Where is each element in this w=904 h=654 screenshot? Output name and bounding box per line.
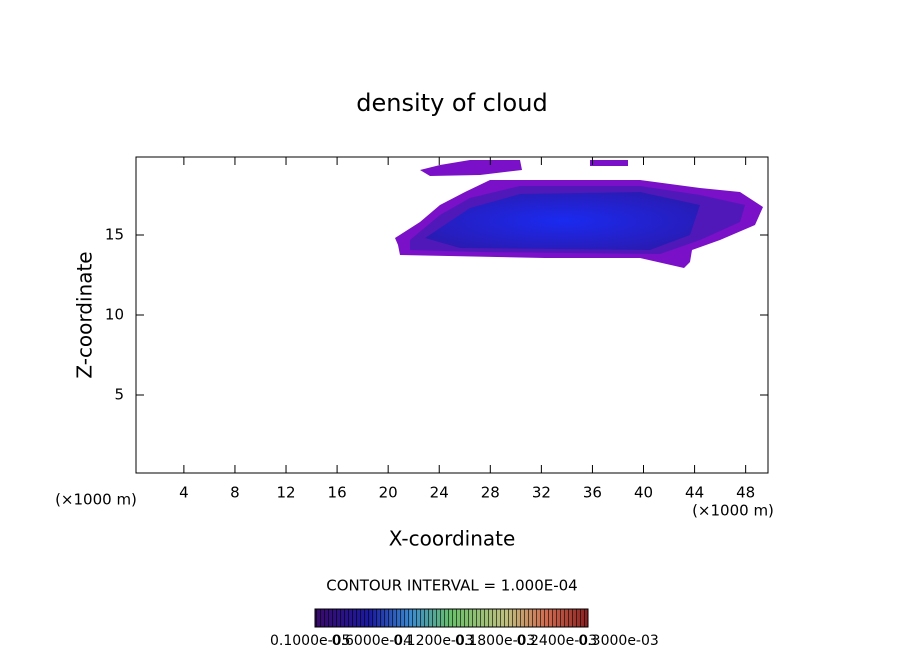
x-tick-label: 44	[685, 484, 704, 502]
x-unit-label: (×1000 m)	[692, 502, 774, 520]
x-tick-label: 24	[430, 484, 449, 502]
colorbar-label: 0.1200e-03	[393, 633, 473, 649]
y-tick-label: 15	[105, 226, 124, 244]
x-tick-label: 20	[379, 484, 398, 502]
colorbar-label: 0.1000e-05	[270, 633, 350, 649]
colorbar-label: 0.2400e-03	[517, 633, 597, 649]
x-axis-label: X-coordinate	[389, 527, 516, 551]
x-tick-label: 16	[328, 484, 347, 502]
y-tick-label: 10	[105, 306, 124, 324]
x-tick-label: 48	[736, 484, 755, 502]
colorbar-label: 0.1800e-03	[455, 633, 535, 649]
x-tick-label: 32	[532, 484, 551, 502]
y-axis-label: Z-coordinate	[73, 251, 97, 378]
x-tick-label: 12	[276, 484, 295, 502]
colorbar-label: 0.6000e-04	[332, 633, 413, 649]
x-tick-label: 36	[583, 484, 602, 502]
colorbar-stripes	[314, 608, 589, 628]
x-tick-label: 28	[481, 484, 500, 502]
y-tick-label: 5	[114, 386, 124, 404]
contour-interval: CONTOUR INTERVAL = 1.000E-04	[326, 577, 577, 595]
x-tick-label: 8	[230, 484, 240, 502]
cloud-field	[395, 160, 763, 268]
colorbar-label: 0.3000e-03	[578, 633, 658, 649]
x-unit-label: (×1000 m)	[55, 491, 137, 509]
x-tick-label: 4	[179, 484, 189, 502]
chart-title: density of cloud	[356, 89, 547, 117]
x-tick-label: 40	[634, 484, 653, 502]
